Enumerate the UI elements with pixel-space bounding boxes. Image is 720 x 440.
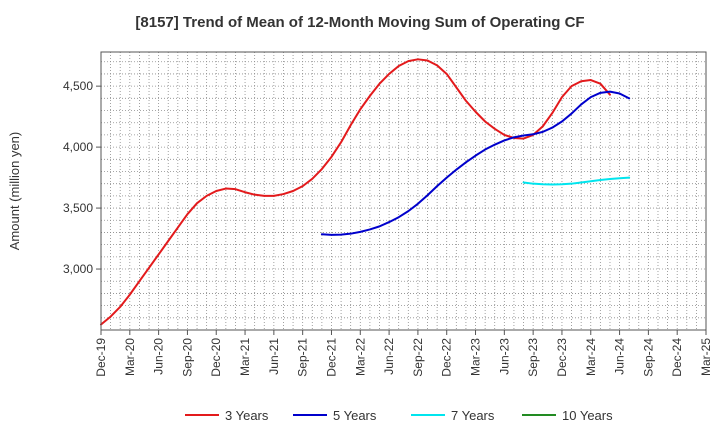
series-line-5-years [320, 90, 631, 236]
x-tick-label: Dec-22 [440, 338, 454, 377]
series-line-3-years [100, 58, 611, 326]
x-tick-label: Mar-24 [584, 338, 598, 376]
x-tick-label: Dec-19 [94, 338, 108, 377]
x-tick-label: Jun-23 [497, 338, 511, 375]
series-line-7-years [522, 176, 631, 186]
x-tick-label: Dec-21 [324, 338, 338, 377]
y-tick-label: 3,000 [63, 262, 93, 276]
y-tick-label: 3,500 [63, 201, 93, 215]
legend-label: 3 Years [225, 408, 269, 423]
y-tick-label: 4,500 [63, 79, 93, 93]
chart-title: [8157] Trend of Mean of 12-Month Moving … [135, 14, 585, 31]
x-tick-label: Mar-20 [123, 338, 137, 376]
legend-label: 5 Years [333, 408, 377, 423]
legend-label: 7 Years [451, 408, 495, 423]
x-tick-label: Mar-25 [699, 338, 713, 376]
plot-frame [100, 51, 707, 331]
x-tick-label: Mar-21 [238, 338, 252, 376]
x-tick-label: Dec-23 [555, 338, 569, 377]
x-tick-label: Sep-22 [411, 338, 425, 377]
y-axis-label: Amount (million yen) [7, 132, 22, 251]
x-tick-label: Dec-20 [209, 338, 223, 377]
x-tick-label: Jun-20 [152, 338, 166, 375]
x-tick-label: Jun-24 [613, 338, 627, 375]
x-tick-label: Sep-20 [180, 338, 194, 377]
x-tick-label: Mar-22 [353, 338, 367, 376]
x-tick-label: Sep-21 [296, 338, 310, 377]
x-tick-label: Jun-21 [267, 338, 281, 375]
legend-label: 10 Years [562, 408, 613, 423]
x-tick-label: Sep-24 [641, 338, 655, 377]
x-tick-label: Mar-23 [469, 338, 483, 376]
x-tick-label: Jun-22 [382, 338, 396, 375]
x-tick-label: Sep-23 [526, 338, 540, 377]
y-tick-label: 4,000 [63, 140, 93, 154]
x-tick-label: Dec-24 [670, 338, 684, 377]
